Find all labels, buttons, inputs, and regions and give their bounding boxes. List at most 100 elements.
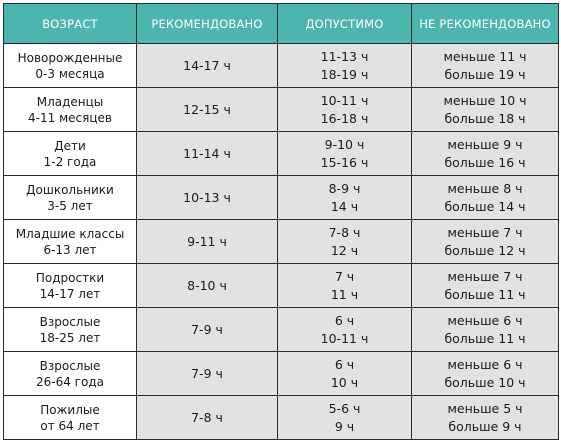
acceptable-high: 10 ч [330,374,359,390]
not-recommended-low: меньше 11 ч [443,48,527,64]
table-body: Новорожденные 0-3 месяца 14-17 ч 11-13 ч… [3,43,559,440]
recommended-cell: 9-11 ч [136,219,278,264]
not-recommended-high: больше 11 ч [444,286,526,302]
not-recommended-low: меньше 8 ч [447,180,523,196]
age-range-label: 1-2 года [43,154,97,169]
acceptable-low: 6 ч [334,356,355,372]
acceptable-high: 10-11 ч [320,330,369,346]
recommended-cell: 11-14 ч [136,131,278,176]
sleep-table-container: ВОЗРАСТ РЕКОМЕНДОВАНО ДОПУСТИМО НЕ РЕКОМ… [3,3,559,440]
acceptable-cell: 10-11 ч 16-18 ч [277,87,412,132]
acceptable-low: 7 ч [334,268,355,284]
not-recommended-low: меньше 6 ч [447,356,523,372]
acceptable-high: 11 ч [330,286,359,302]
acceptable-high: 16-18 ч [320,110,369,126]
acceptable-high: 15-16 ч [320,154,369,170]
recommended-cell: 7-8 ч [136,395,278,440]
table-row: Взрослые 18-25 лет 7-9 ч 6 ч 10-11 ч мен… [3,307,559,352]
age-range-label: 6-13 лет [43,242,97,257]
header-not-recommended: НЕ РЕКОМЕНДОВАНО [411,3,559,44]
table-row: Подростки 14-17 лет 8-10 ч 7 ч 11 ч мень… [3,263,559,308]
acceptable-low: 8-9 ч [328,180,361,196]
not-recommended-cell: меньше 6 ч больше 11 ч [411,307,559,352]
not-recommended-low: меньше 9 ч [447,136,523,152]
acceptable-low: 10-11 ч [320,92,369,108]
age-cell: Младенцы 4-11 месяцев [3,87,137,132]
acceptable-high: 12 ч [330,242,359,258]
acceptable-low: 11-13 ч [320,48,369,64]
age-cell: Взрослые 18-25 лет [3,307,137,352]
acceptable-cell: 11-13 ч 18-19 ч [277,43,412,88]
acceptable-cell: 5-6 ч 9 ч [277,395,412,440]
age-range-label: 4-11 месяцев [28,110,112,125]
age-range-label: 26-64 года [36,374,104,389]
recommended-cell: 10-13 ч [136,175,278,220]
not-recommended-high: больше 16 ч [444,154,526,170]
not-recommended-cell: меньше 5 ч больше 9 ч [411,395,559,440]
age-group-label: Дошкольники [26,182,114,197]
age-group-label: Взрослые [39,358,101,373]
age-cell: Младшие классы 6-13 лет [3,219,137,264]
age-range-label: 3-5 лет [47,198,93,213]
header-recommended: РЕКОМЕНДОВАНО [136,3,278,44]
acceptable-low: 9-10 ч [324,136,365,152]
age-cell: Пожилые от 64 лет [3,395,137,440]
age-cell: Дошкольники 3-5 лет [3,175,137,220]
table-row: Дети 1-2 года 11-14 ч 9-10 ч 15-16 ч мен… [3,131,559,176]
not-recommended-cell: меньше 9 ч больше 16 ч [411,131,559,176]
acceptable-low: 6 ч [334,312,355,328]
acceptable-cell: 6 ч 10-11 ч [277,307,412,352]
not-recommended-cell: меньше 7 ч больше 12 ч [411,219,559,264]
table-row: Младенцы 4-11 месяцев 12-15 ч 10-11 ч 16… [3,87,559,132]
acceptable-cell: 8-9 ч 14 ч [277,175,412,220]
header-age: ВОЗРАСТ [3,3,137,44]
not-recommended-cell: меньше 10 ч больше 18 ч [411,87,559,132]
acceptable-cell: 7-8 ч 12 ч [277,219,412,264]
not-recommended-low: меньше 7 ч [447,224,523,240]
age-cell: Подростки 14-17 лет [3,263,137,308]
table-header-row: ВОЗРАСТ РЕКОМЕНДОВАНО ДОПУСТИМО НЕ РЕКОМ… [3,3,559,44]
acceptable-cell: 7 ч 11 ч [277,263,412,308]
not-recommended-high: больше 10 ч [444,374,526,390]
age-range-label: 14-17 лет [39,286,101,301]
acceptable-low: 5-6 ч [328,400,361,416]
not-recommended-cell: меньше 7 ч больше 11 ч [411,263,559,308]
age-range-label: от 64 лет [40,418,100,433]
not-recommended-high: больше 18 ч [444,110,526,126]
age-group-label: Младшие классы [15,226,125,241]
age-cell: Дети 1-2 года [3,131,137,176]
table-row: Новорожденные 0-3 месяца 14-17 ч 11-13 ч… [3,43,559,88]
not-recommended-high: больше 14 ч [444,198,526,214]
age-group-label: Новорожденные [17,50,123,65]
sleep-duration-table: ВОЗРАСТ РЕКОМЕНДОВАНО ДОПУСТИМО НЕ РЕКОМ… [3,3,559,440]
acceptable-cell: 6 ч 10 ч [277,351,412,396]
not-recommended-low: меньше 6 ч [447,312,523,328]
not-recommended-low: меньше 7 ч [447,268,523,284]
table-row: Взрослые 26-64 года 7-9 ч 6 ч 10 ч меньш… [3,351,559,396]
recommended-cell: 7-9 ч [136,351,278,396]
acceptable-high: 14 ч [330,198,359,214]
age-group-label: Дети [54,138,86,153]
acceptable-cell: 9-10 ч 15-16 ч [277,131,412,176]
not-recommended-cell: меньше 11 ч больше 19 ч [411,43,559,88]
not-recommended-low: меньше 5 ч [447,400,523,416]
not-recommended-high: больше 12 ч [444,242,526,258]
age-range-label: 18-25 лет [39,330,101,345]
table-row: Пожилые от 64 лет 7-8 ч 5-6 ч 9 ч меньше… [3,395,559,440]
age-cell: Новорожденные 0-3 месяца [3,43,137,88]
table-row: Младшие классы 6-13 лет 9-11 ч 7-8 ч 12 … [3,219,559,264]
age-range-label: 0-3 месяца [35,66,105,81]
not-recommended-cell: меньше 6 ч больше 10 ч [411,351,559,396]
age-group-label: Взрослые [39,314,101,329]
header-acceptable: ДОПУСТИМО [277,3,412,44]
acceptable-low: 7-8 ч [328,224,361,240]
recommended-cell: 7-9 ч [136,307,278,352]
acceptable-high: 18-19 ч [320,66,369,82]
recommended-cell: 14-17 ч [136,43,278,88]
age-group-label: Подростки [35,270,105,285]
not-recommended-cell: меньше 8 ч больше 14 ч [411,175,559,220]
age-cell: Взрослые 26-64 года [3,351,137,396]
not-recommended-high: больше 11 ч [444,330,526,346]
not-recommended-high: больше 9 ч [448,418,522,434]
recommended-cell: 12-15 ч [136,87,278,132]
